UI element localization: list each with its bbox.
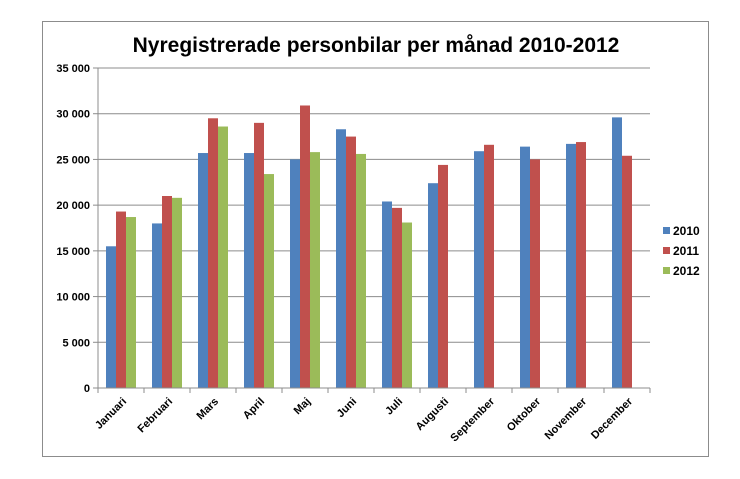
x-tick-label: April <box>241 396 267 422</box>
bar-2010-september <box>474 151 484 388</box>
bar-2012-juni <box>356 153 366 388</box>
bar-2010-januari <box>106 246 116 388</box>
bar-2010-maj <box>290 159 300 388</box>
y-tick-label: 0 <box>84 383 90 395</box>
bar-2012-mars <box>218 126 228 388</box>
x-tick-label: September <box>448 395 497 444</box>
legend-swatch-2011 <box>663 247 670 254</box>
bar-2011-augusti <box>438 164 448 388</box>
x-tick-label: Augusti <box>414 396 451 433</box>
bar-2010-juni <box>336 129 346 388</box>
y-tick-label: 25 000 <box>56 154 90 166</box>
bar-2010-juli <box>382 201 392 388</box>
x-tick-label: November <box>543 395 590 442</box>
legend-swatch-2010 <box>663 227 670 234</box>
legend-label-2010: 2010 <box>673 224 700 238</box>
bar-2011-april <box>254 122 264 388</box>
bar-2011-maj <box>300 105 310 388</box>
chart-canvas: Nyregistrerade personbilar per månad 201… <box>56 34 700 444</box>
bar-2011-mars <box>208 118 218 389</box>
x-tick-label: Maj <box>292 396 313 417</box>
bar-2011-februari <box>162 196 172 388</box>
chart-frame: Nyregistrerade personbilar per månad 201… <box>42 21 709 457</box>
bar-2010-mars <box>198 153 208 388</box>
bar-2012-april <box>264 174 274 388</box>
bar-2012-januari <box>126 217 136 388</box>
bar-2011-januari <box>116 211 126 388</box>
x-tick-label: Januari <box>93 396 129 432</box>
y-tick-label: 20 000 <box>56 200 90 212</box>
bar-2010-april <box>244 153 254 388</box>
y-tick-label: 30 000 <box>56 109 90 121</box>
bar-2012-juli <box>402 222 412 388</box>
bar-2011-november <box>576 142 586 388</box>
bar-2011-oktober <box>530 159 540 388</box>
x-tick-label: December <box>589 395 636 442</box>
bar-2011-juli <box>392 207 402 388</box>
bar-2011-september <box>484 144 494 388</box>
y-tick-label: 10 000 <box>56 292 90 304</box>
bar-2012-februari <box>172 197 182 388</box>
x-tick-label: Mars <box>194 396 221 423</box>
gridlines <box>98 67 650 343</box>
bar-2010-december <box>612 117 622 388</box>
chart-title: Nyregistrerade personbilar per månad 201… <box>133 34 620 57</box>
bar-2011-december <box>622 155 632 388</box>
y-tick-label: 35 000 <box>56 63 90 75</box>
y-tick-label: 5 000 <box>62 337 90 349</box>
bar-2012-maj <box>310 152 320 388</box>
y-tick-label: 15 000 <box>56 246 90 258</box>
bars <box>106 105 632 389</box>
bar-2010-augusti <box>428 183 438 388</box>
bar-2011-juni <box>346 136 356 388</box>
x-tick-label: Juli <box>383 396 405 418</box>
legend-label-2012: 2012 <box>673 264 700 278</box>
legend-swatch-2012 <box>663 267 670 274</box>
legend-label-2011: 2011 <box>673 244 699 258</box>
bar-2010-november <box>566 143 576 388</box>
bar-2010-oktober <box>520 146 530 388</box>
legend: 2010 2011 2012 <box>663 224 700 278</box>
x-tick-label: Juni <box>335 396 359 420</box>
x-tick-label: Februari <box>136 396 176 436</box>
bar-2010-februari <box>152 223 162 388</box>
x-tick-label: Oktober <box>505 395 544 434</box>
